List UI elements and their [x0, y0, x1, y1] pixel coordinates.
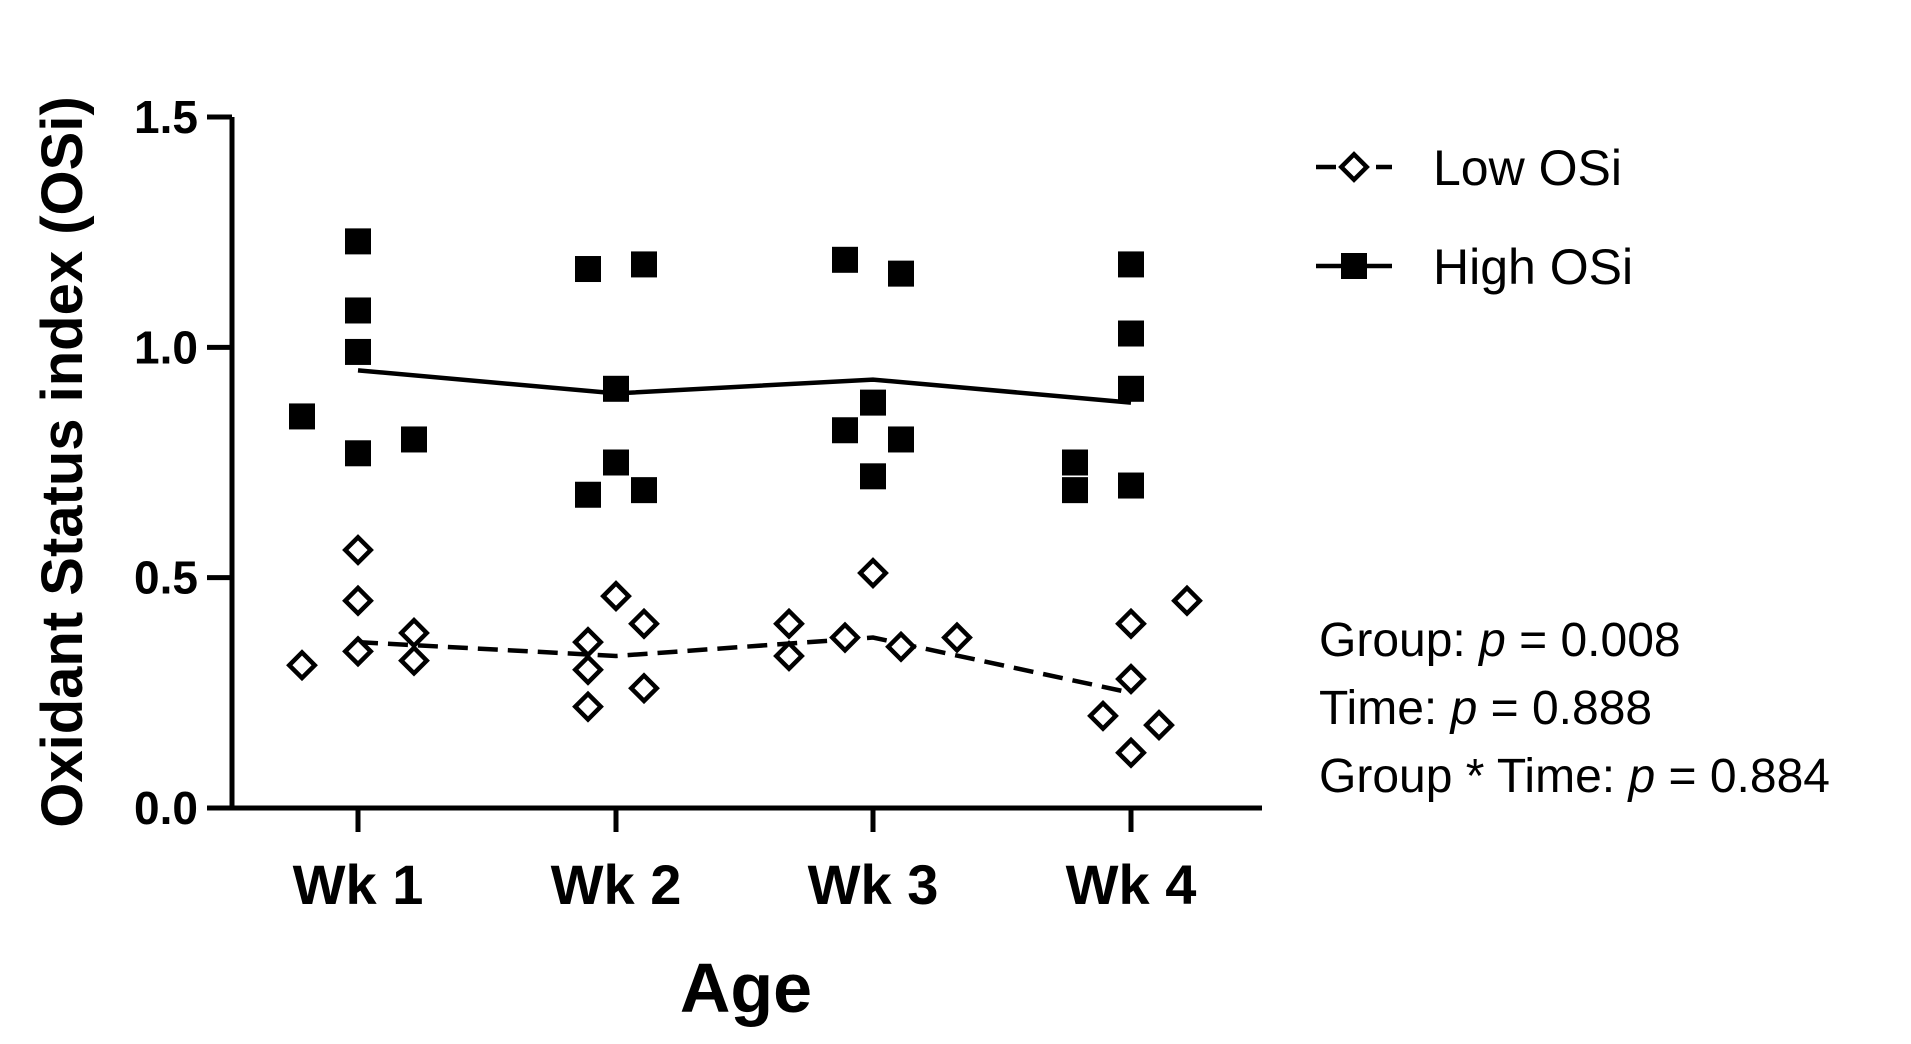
- y-tick-label: 1.0: [134, 321, 198, 373]
- low-osi-point: [628, 607, 660, 640]
- high-osi-point: [1118, 320, 1144, 347]
- x-ticks: Wk 1 Wk 2 Wk 3 Wk 4: [293, 808, 1197, 916]
- high-osi-point: [1062, 477, 1088, 504]
- x-tick-label: Wk 4: [1066, 853, 1197, 916]
- y-axis-title: Oxidant Status index (OSi): [30, 96, 95, 828]
- high-osi-point: [603, 375, 629, 402]
- low-osi-point: [1115, 736, 1147, 769]
- stat-interaction: Group * Time: p = 0.884: [1319, 750, 1830, 803]
- legend-high-label: High OSi: [1433, 239, 1633, 295]
- high-osi-mean-line: [357, 368, 1132, 405]
- stat-group-p: p: [1477, 614, 1506, 667]
- low-osi-point: [628, 672, 660, 705]
- high-osi-point: [345, 297, 371, 324]
- x-tick-label: Wk 1: [293, 853, 424, 916]
- low-osi-point: [829, 621, 861, 654]
- low-osi-mean-line: [357, 635, 1132, 696]
- low-osi-point: [572, 626, 604, 659]
- high-osi-point: [631, 477, 657, 504]
- stat-time-label: Time:: [1319, 682, 1451, 735]
- high-osi-point: [345, 440, 371, 467]
- legend-high-marker: [1341, 253, 1367, 279]
- high-osi-point: [575, 481, 601, 508]
- high-osi-point: [832, 246, 858, 273]
- stat-interaction-label: Group * Time:: [1319, 750, 1628, 803]
- high-osi-point: [345, 338, 371, 365]
- low-osi-point: [342, 635, 374, 668]
- high-osi-point: [1118, 472, 1144, 499]
- stat-group-label: Group:: [1319, 614, 1479, 667]
- stat-interaction-value: = 0.884: [1655, 750, 1830, 803]
- y-tick-label: 0.0: [134, 782, 198, 834]
- y-tick-label: 0.5: [134, 552, 198, 604]
- x-tick-label: Wk 3: [808, 853, 939, 916]
- low-osi-point: [572, 653, 604, 686]
- low-osi-point: [1171, 584, 1203, 617]
- low-osi-point: [286, 649, 318, 682]
- low-osi-point: [773, 640, 805, 672]
- legend-low-label: Low OSi: [1433, 140, 1622, 196]
- low-osi-point: [600, 580, 632, 613]
- high-osi-point: [860, 389, 886, 416]
- low-osi-point: [885, 630, 917, 663]
- data-points: [286, 228, 1203, 769]
- low-osi-point: [398, 617, 430, 649]
- low-osi-point: [1143, 709, 1175, 741]
- high-osi-point: [603, 449, 629, 476]
- high-osi-point: [860, 463, 886, 490]
- stat-time: Time: p = 0.888: [1319, 682, 1652, 735]
- y-tick-label: 1.5: [134, 91, 198, 143]
- high-osi-point: [888, 426, 914, 453]
- high-osi-point: [1062, 449, 1088, 476]
- high-osi-point: [631, 251, 657, 278]
- legend: Low OSi High OSi: [1316, 140, 1633, 295]
- stat-time-value: = 0.888: [1477, 682, 1652, 735]
- high-osi-point: [401, 426, 427, 453]
- y-ticks: 0.0 0.5 1.0 1.5: [134, 91, 232, 834]
- high-osi-point: [345, 228, 371, 255]
- high-osi-point: [289, 403, 315, 430]
- high-osi-point: [575, 256, 601, 283]
- high-osi-point: [1118, 251, 1144, 278]
- stats-annotation: Group: p = 0.008 Time: p = 0.888 Group *…: [1319, 614, 1830, 803]
- x-axis-title: Age: [680, 949, 812, 1027]
- low-osi-point: [941, 621, 973, 654]
- stat-group-value: = 0.008: [1506, 614, 1681, 667]
- low-osi-point: [773, 607, 805, 640]
- mean-lines: [357, 368, 1132, 696]
- stat-time-p: p: [1449, 682, 1478, 735]
- high-osi-point: [1118, 375, 1144, 402]
- stat-group: Group: p = 0.008: [1319, 614, 1681, 667]
- x-tick-label: Wk 2: [551, 853, 682, 916]
- low-osi-point: [572, 690, 604, 723]
- low-osi-point: [1115, 607, 1147, 640]
- low-osi-point: [857, 557, 889, 589]
- low-osi-point: [398, 644, 430, 677]
- low-osi-point: [1087, 699, 1119, 732]
- high-osi-point: [832, 417, 858, 444]
- low-osi-point: [1115, 663, 1147, 695]
- low-osi-point: [342, 534, 374, 566]
- stat-interaction-p: p: [1626, 750, 1655, 803]
- legend-low-marker: [1338, 151, 1370, 183]
- high-osi-point: [888, 260, 914, 287]
- low-osi-point: [342, 584, 374, 617]
